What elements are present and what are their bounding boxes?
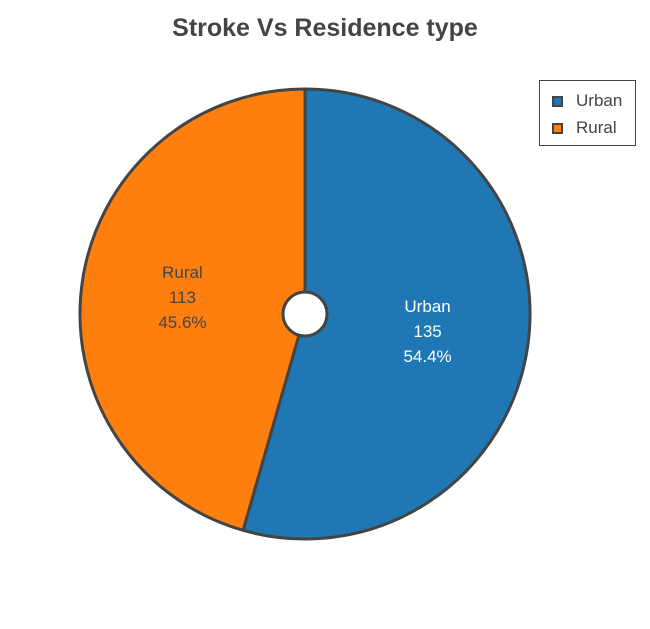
legend-swatch-urban — [552, 95, 563, 107]
chart-title: Stroke Vs Residence type — [172, 14, 478, 42]
slice-percent-rural: 45.6% — [158, 313, 206, 332]
pie-slice-rural[interactable] — [78, 87, 307, 532]
legend-swatch-rural — [552, 122, 563, 134]
slice-percent-urban: 54.4% — [403, 347, 451, 366]
slice-value-urban: 135 — [413, 322, 441, 341]
slice-label-rural: Rural — [162, 263, 203, 282]
legend: Urban Rural — [539, 80, 636, 146]
legend-item-urban[interactable]: Urban — [552, 91, 622, 111]
legend-label-rural: Rural — [576, 118, 617, 137]
slice-value-rural: 113 — [169, 288, 196, 307]
pie-slice-urban[interactable] — [241, 87, 532, 541]
legend-label-urban: Urban — [576, 91, 623, 110]
center-hole — [281, 290, 329, 338]
legend-item-rural[interactable]: Rural — [552, 118, 617, 138]
slice-label-urban: Urban — [404, 297, 450, 316]
